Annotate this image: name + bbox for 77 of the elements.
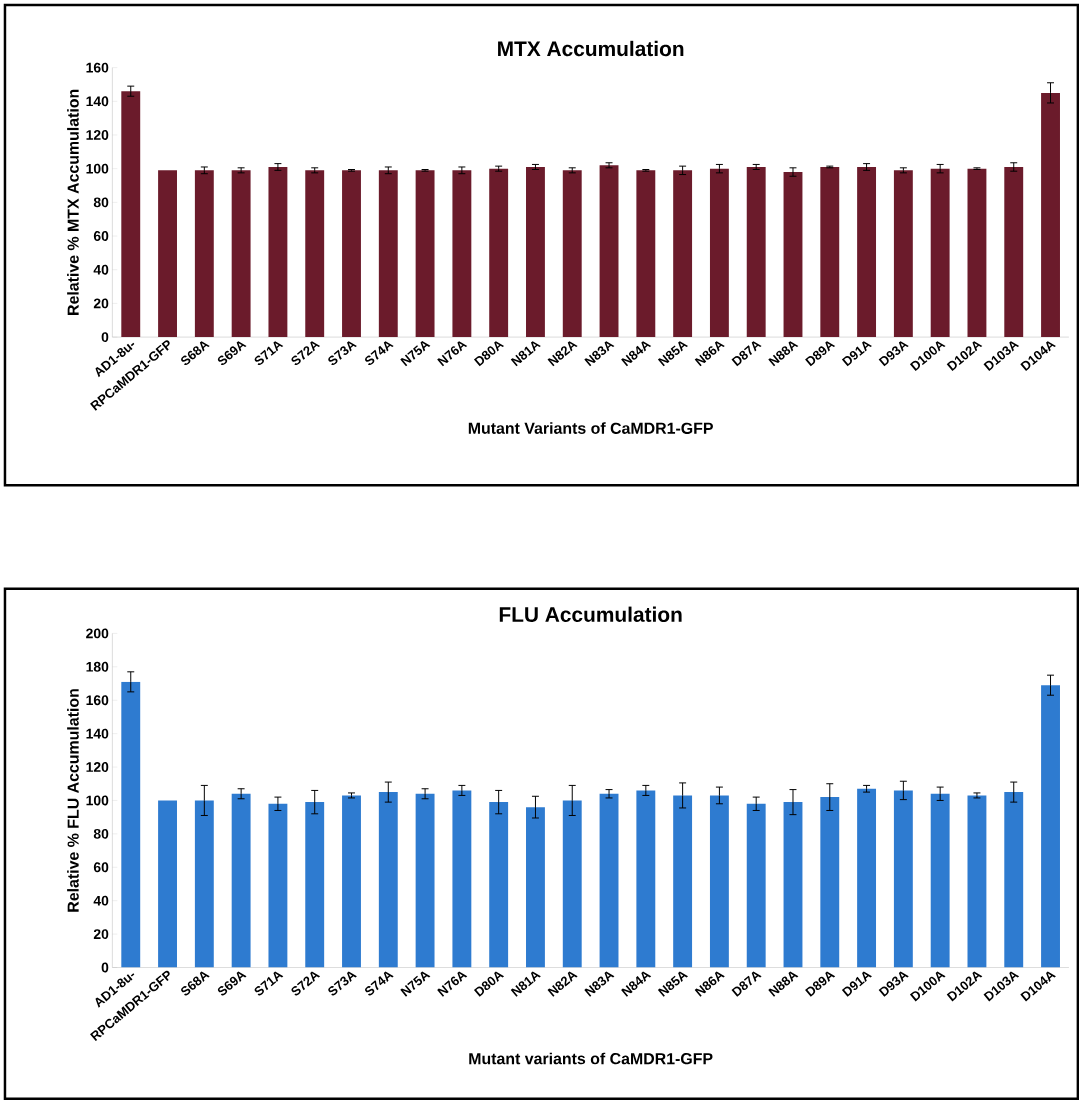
bar — [857, 788, 876, 968]
y-tick-label: 80 — [93, 197, 109, 208]
bar — [525, 166, 545, 338]
y-tick-label: 60 — [93, 231, 109, 241]
bar — [820, 166, 840, 338]
x-axis-title: Mutant Variants of CaMDR1-GFP — [468, 422, 713, 434]
chart-title: MTX Accumulation — [498, 40, 684, 57]
y-tick-label: 140 — [86, 728, 109, 739]
y-tick-label: 160 — [86, 695, 109, 706]
bar — [893, 790, 913, 968]
y-tick-label: 80 — [93, 828, 109, 839]
bar — [820, 797, 840, 968]
y-tick-label: 40 — [93, 895, 109, 906]
y-tick-label: 0 — [101, 332, 109, 343]
bar — [268, 803, 288, 968]
bar — [783, 172, 803, 338]
bar — [158, 800, 177, 968]
bar — [342, 795, 361, 968]
bar — [562, 170, 582, 338]
bar — [746, 803, 766, 968]
bar — [746, 166, 766, 338]
bar — [305, 170, 325, 338]
bar — [158, 170, 177, 338]
bar — [636, 790, 656, 968]
bar — [268, 166, 288, 338]
bar — [121, 681, 141, 968]
bar — [489, 802, 509, 968]
y-tick-label: 20 — [93, 298, 109, 309]
bar — [857, 166, 876, 338]
bar — [673, 170, 693, 338]
bar — [783, 802, 803, 968]
bar — [599, 165, 619, 338]
bar — [231, 170, 251, 338]
y-tick-label: 120 — [86, 762, 109, 772]
bar — [378, 792, 398, 968]
bar — [930, 168, 950, 338]
bar — [1004, 166, 1024, 338]
bar — [1041, 92, 1060, 338]
bar — [709, 168, 729, 338]
y-axis-title: Relative % MTX Accumulation — [67, 89, 79, 315]
bar — [930, 793, 950, 968]
bar — [452, 170, 472, 338]
bar — [231, 793, 251, 968]
bar — [636, 170, 656, 338]
bar — [525, 807, 545, 968]
y-tick-label: 160 — [86, 62, 109, 73]
chart-title: FLU Accumulation — [499, 606, 682, 622]
bar — [967, 795, 987, 968]
bar — [415, 170, 435, 338]
y-tick-label: 20 — [93, 929, 109, 940]
bar — [452, 790, 472, 968]
y-tick-label: 120 — [86, 130, 109, 140]
bar — [194, 800, 214, 968]
y-axis-title: Relative % FLU Accumulation — [67, 689, 79, 912]
bar — [342, 170, 361, 338]
bar — [1041, 685, 1060, 968]
bar — [599, 793, 619, 968]
bar — [673, 795, 693, 968]
y-tick-label: 100 — [86, 163, 109, 174]
bar — [1004, 792, 1024, 968]
bar — [378, 170, 398, 338]
y-tick-label: 200 — [86, 628, 109, 639]
bar — [121, 91, 141, 338]
bar — [415, 793, 435, 968]
y-tick-label: 60 — [93, 862, 109, 873]
y-tick-label: 40 — [93, 264, 109, 275]
y-tick-label: 180 — [86, 661, 109, 672]
bar — [967, 168, 987, 338]
bar — [489, 168, 509, 338]
bar — [305, 802, 325, 968]
y-tick-label: 100 — [86, 795, 109, 806]
bar — [709, 795, 729, 968]
bar — [194, 170, 214, 338]
bar — [893, 170, 913, 338]
x-axis-title: Mutant variants of CaMDR1-GFP — [469, 1052, 713, 1065]
bar — [562, 800, 582, 968]
y-tick-label: 140 — [86, 96, 109, 107]
